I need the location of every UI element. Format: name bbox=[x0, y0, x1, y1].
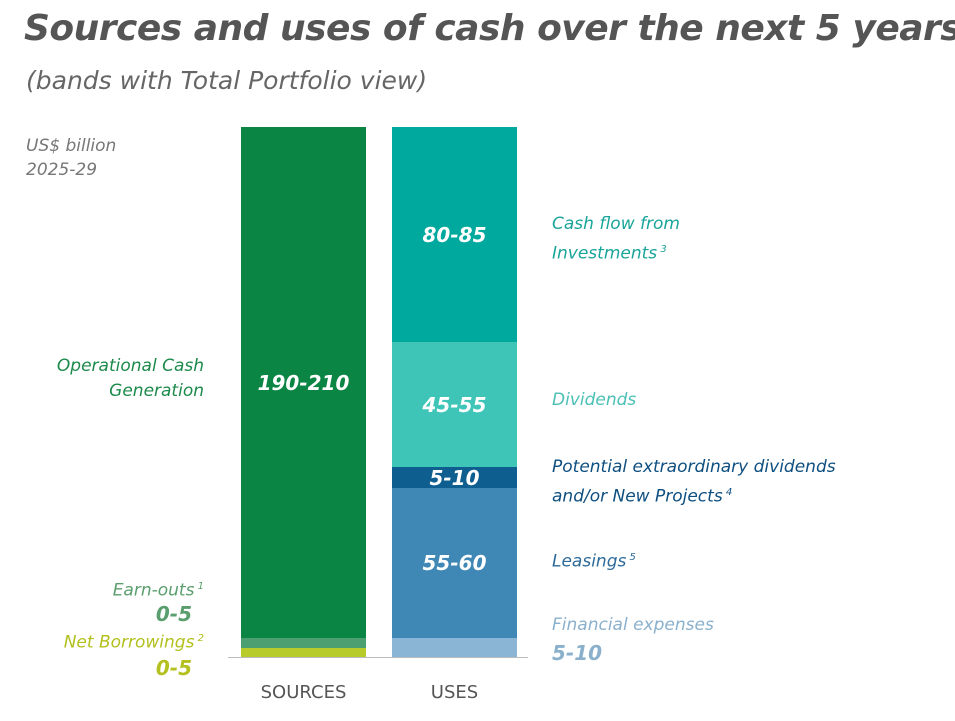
segment bbox=[392, 467, 517, 488]
segment-value: 55-60 bbox=[422, 551, 487, 575]
segment-name: Operational Cash Generation bbox=[57, 354, 204, 404]
name-line: Net Borrowings bbox=[63, 632, 195, 653]
segment-name: Net Borrowings 2 bbox=[64, 626, 204, 656]
segment-value: 190-210 bbox=[257, 370, 350, 395]
segment bbox=[392, 127, 517, 342]
segment-value: 0-5 bbox=[155, 656, 192, 680]
segment bbox=[241, 127, 366, 638]
segment-name: Earn-outs 1 bbox=[113, 574, 204, 604]
name-line: Earn-outs bbox=[112, 580, 195, 601]
footnote-mark: 3 bbox=[657, 244, 667, 255]
segment-value: 0-5 bbox=[155, 602, 192, 626]
name-line: Investments bbox=[552, 243, 658, 264]
segment-value: 80-85 bbox=[422, 222, 487, 247]
name-line: Potential extraordinary dividends bbox=[552, 457, 836, 477]
footnote-mark: 4 bbox=[722, 487, 733, 498]
segment-value: 45-55 bbox=[422, 392, 487, 417]
name-line: Dividends bbox=[552, 390, 637, 410]
segment-name: Leasings 5 bbox=[552, 545, 636, 575]
column-label: SOURCES bbox=[260, 682, 347, 703]
footnote-mark: 2 bbox=[194, 633, 204, 644]
column-label: USES bbox=[430, 682, 479, 703]
segment-name: Dividends bbox=[552, 388, 636, 413]
segment-name: Potential extraordinary dividends and/or … bbox=[552, 455, 836, 510]
segment-name: Cash flow from Investments 3 bbox=[552, 212, 680, 267]
title: Sources and uses of cash over the next 5… bbox=[24, 8, 955, 49]
segment-name: Financial expenses bbox=[552, 613, 714, 638]
name-line: Leasings bbox=[552, 551, 627, 572]
subtitle: (bands with Total Portfolio view) bbox=[26, 66, 428, 95]
name-line: Generation bbox=[109, 381, 204, 401]
period: 2025-29 bbox=[26, 160, 98, 180]
name-line: Cash flow from bbox=[552, 214, 680, 234]
unit: US$ billion bbox=[26, 136, 117, 156]
name-line: Operational Cash bbox=[56, 356, 204, 376]
footnote-mark: 1 bbox=[194, 581, 204, 592]
segment bbox=[241, 638, 366, 648]
segment-value: 5-10 bbox=[552, 641, 603, 665]
footnote-mark: 5 bbox=[626, 552, 636, 563]
segment-value: 5-10 bbox=[429, 465, 480, 490]
name-line: Financial expenses bbox=[552, 615, 714, 635]
baseline bbox=[228, 657, 528, 658]
segment bbox=[392, 638, 517, 657]
segment bbox=[392, 488, 517, 638]
segment bbox=[241, 648, 366, 657]
segment bbox=[392, 342, 517, 467]
name-line: and/or New Projects bbox=[552, 486, 723, 507]
